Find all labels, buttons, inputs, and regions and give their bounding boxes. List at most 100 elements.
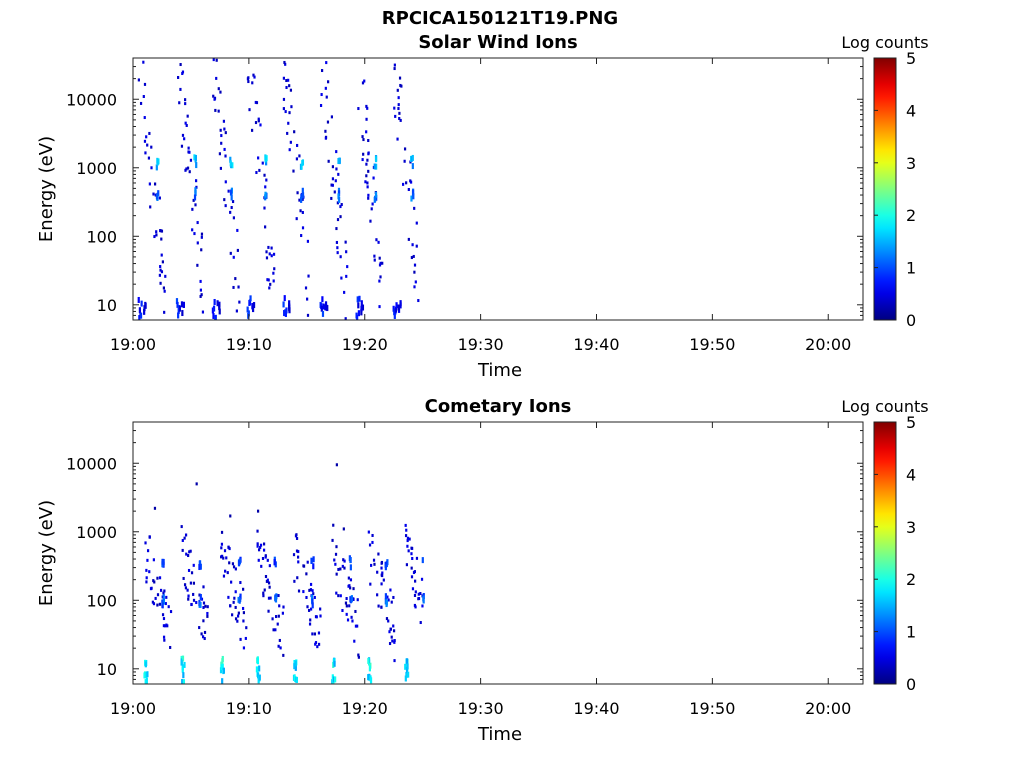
heatmap-cell — [327, 80, 330, 84]
heatmap-cell — [378, 279, 381, 283]
heatmap-cell — [309, 618, 312, 622]
heatmap-cell — [308, 588, 311, 592]
heatmap-cell — [150, 145, 153, 149]
heatmap-cell — [392, 595, 395, 599]
heatmap-cell — [388, 630, 391, 634]
colorbar — [873, 421, 897, 685]
heatmap-cell — [387, 619, 390, 623]
heatmap-cell — [284, 62, 287, 66]
heatmap-cell — [250, 128, 254, 132]
heatmap-cell — [234, 590, 237, 594]
heatmap-cell — [403, 147, 407, 151]
heatmap-cell — [378, 305, 381, 309]
heatmap-cell — [390, 600, 393, 604]
heatmap-cell — [297, 560, 300, 564]
heatmap-cell — [266, 278, 269, 282]
heatmap-cell — [386, 559, 389, 566]
heatmap-cell — [277, 644, 280, 648]
x-tick-label: 19:20 — [342, 335, 388, 354]
heatmap-cell — [357, 655, 360, 659]
heatmap-cell — [181, 655, 185, 662]
heatmap-cell — [282, 76, 286, 80]
x-tick-label: 19:30 — [458, 335, 504, 354]
heatmap-cell — [282, 653, 285, 657]
heatmap-cell — [162, 286, 165, 290]
heatmap-cell — [370, 207, 373, 211]
heatmap-cell — [198, 560, 202, 567]
heatmap-cell — [195, 482, 198, 486]
heatmap-cell — [325, 61, 328, 65]
heatmap-cell — [306, 605, 309, 609]
axes-frame — [132, 421, 864, 685]
heatmap-cell — [406, 539, 409, 543]
heatmap-cell — [186, 114, 189, 118]
heatmap-cell — [375, 163, 378, 170]
heatmap-cell — [422, 595, 425, 602]
heatmap-cell — [284, 110, 287, 114]
heatmap-cell — [376, 593, 379, 597]
heatmap-cell — [409, 160, 412, 164]
heatmap-cell — [222, 556, 225, 560]
heatmap-cell — [306, 313, 310, 317]
heatmap-cell — [379, 275, 382, 279]
heatmap-cell — [140, 300, 143, 307]
heatmap-cell — [419, 621, 422, 625]
heatmap-cell — [397, 103, 400, 107]
heatmap-cell — [163, 310, 166, 314]
heatmap-cell — [261, 161, 264, 165]
heatmap-cell — [158, 576, 162, 580]
heatmap-cell — [295, 549, 299, 553]
heatmap-cell — [395, 302, 398, 309]
heatmap-cell — [285, 85, 288, 89]
heatmap-cell — [268, 252, 271, 256]
heatmap-cell — [373, 163, 376, 170]
heatmap-cell — [268, 585, 271, 589]
heatmap-cell — [144, 661, 147, 668]
y-tick-label: 1000 — [76, 523, 117, 542]
colorbar-label: Log counts — [841, 33, 928, 52]
heatmap-cell — [274, 561, 277, 568]
heatmap-cell — [293, 663, 296, 670]
heatmap-cell — [415, 244, 418, 248]
heatmap-cell — [331, 679, 334, 684]
heatmap-cell — [295, 676, 299, 683]
y-tick-label: 10000 — [66, 90, 117, 109]
heatmap-cell — [336, 218, 340, 222]
heatmap-cell — [223, 198, 226, 202]
heatmap-cell — [414, 579, 417, 583]
heatmap-cell — [324, 136, 327, 140]
heatmap-cell — [143, 305, 146, 312]
heatmap-cell — [238, 300, 241, 304]
heatmap-cell — [290, 105, 293, 109]
heatmap-cell — [218, 304, 221, 311]
heatmap-cell — [202, 619, 205, 623]
heatmap-cell — [242, 646, 246, 650]
heatmap-cell — [199, 279, 202, 283]
heatmap-cell — [264, 191, 267, 198]
heatmap-cell — [305, 595, 308, 599]
heatmap-cell — [220, 542, 224, 546]
heatmap-cell — [349, 596, 352, 603]
heatmap-cell — [387, 598, 390, 602]
heatmap-cell — [365, 130, 368, 134]
heatmap-cell — [330, 115, 334, 119]
heatmap-cell — [310, 594, 314, 601]
heatmap-cell — [288, 148, 291, 152]
heatmap-cell — [405, 672, 408, 679]
heatmap-cell — [367, 151, 370, 155]
heatmap-cell — [342, 527, 345, 531]
heatmap-cell — [300, 234, 303, 238]
heatmap-cell — [276, 622, 279, 626]
heatmap-cell — [380, 582, 383, 586]
heatmap-cell — [411, 587, 415, 591]
heatmap-cell — [313, 632, 317, 636]
heatmap-cell — [392, 624, 395, 628]
heatmap-cell — [317, 642, 321, 646]
heatmap-cell — [180, 301, 184, 308]
heatmap-cell — [301, 226, 305, 230]
heatmap-cell — [212, 305, 216, 312]
heatmap-cell — [421, 604, 424, 608]
heatmap-cell — [379, 261, 382, 265]
heatmap-cell — [337, 594, 340, 598]
heatmap-cell — [182, 679, 186, 684]
